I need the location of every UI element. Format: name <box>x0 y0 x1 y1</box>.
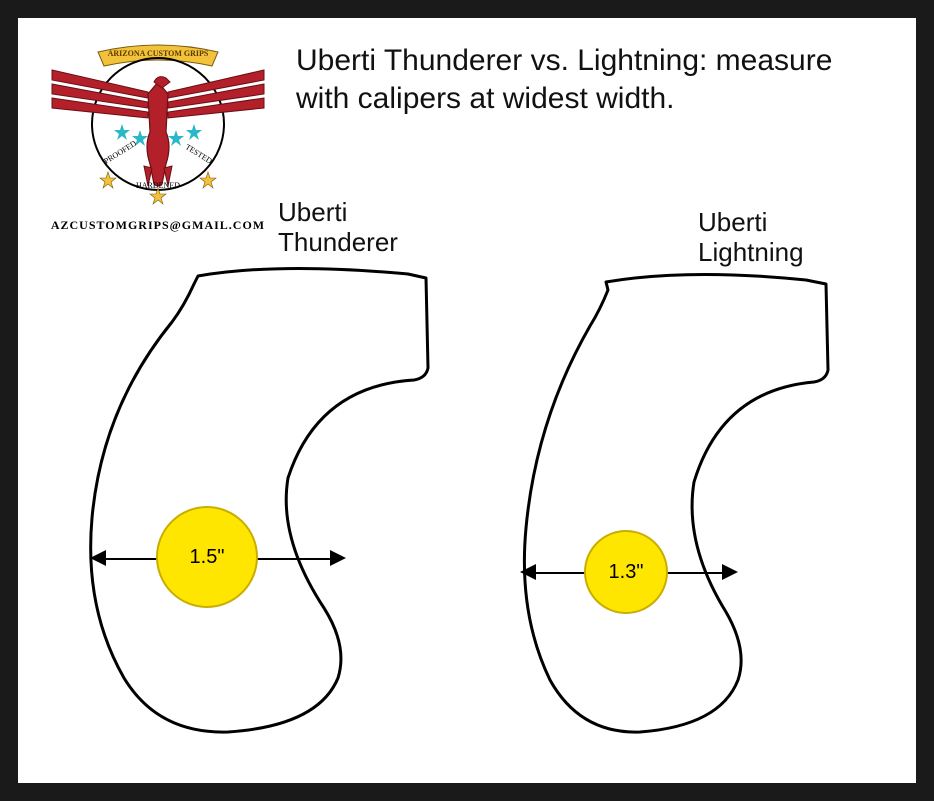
canvas: ARIZONA CUSTOM GRIPS <box>18 18 916 783</box>
page-title: Uberti Thunderer vs. Lightning: measure … <box>296 42 876 117</box>
thunderer-outline <box>78 258 478 758</box>
thunderer-path <box>91 268 428 732</box>
thunderer-label-line2: Thunderer <box>278 227 398 257</box>
brand-logo: ARIZONA CUSTOM GRIPS <box>44 36 272 233</box>
thunderer-label-line1: Uberti <box>278 197 347 227</box>
ring-text-hardened: HARDENED <box>136 181 180 190</box>
lightning-measure-text: 1.3" <box>609 561 644 584</box>
diagram-area: Uberti Thunderer 1.5" Uberti Lightning <box>78 238 876 773</box>
wing-right <box>168 70 264 118</box>
ring-text-proofed: PROOFED <box>102 139 138 166</box>
banner-text: ARIZONA CUSTOM GRIPS <box>108 49 209 58</box>
thunderer-measure-text: 1.5" <box>190 546 225 569</box>
lightning-measure-circle: 1.3" <box>584 530 668 614</box>
lightning-label-line1: Uberti <box>698 207 767 237</box>
thunderer-measure-circle: 1.5" <box>156 506 258 608</box>
eagle-logo-svg: ARIZONA CUSTOM GRIPS <box>44 36 272 214</box>
lightning-path <box>524 274 828 732</box>
lightning-outline <box>498 266 878 756</box>
bevel-frame: ARIZONA CUSTOM GRIPS <box>0 0 934 801</box>
lightning-arrow-left <box>520 564 536 580</box>
lightning-label: Uberti Lightning <box>698 208 804 268</box>
wing-left <box>52 70 148 118</box>
ring-text-tested: TESTED <box>184 142 214 166</box>
lightning-label-line2: Lightning <box>698 237 804 267</box>
thunderer-label: Uberti Thunderer <box>278 198 398 258</box>
lightning-arrow-right <box>722 564 738 580</box>
thunderer-arrow-right <box>330 550 346 566</box>
brand-email: azcustomgrips@gmail.com <box>44 218 272 233</box>
header-row: ARIZONA CUSTOM GRIPS <box>44 36 890 233</box>
thunderer-arrow-left <box>90 550 106 566</box>
